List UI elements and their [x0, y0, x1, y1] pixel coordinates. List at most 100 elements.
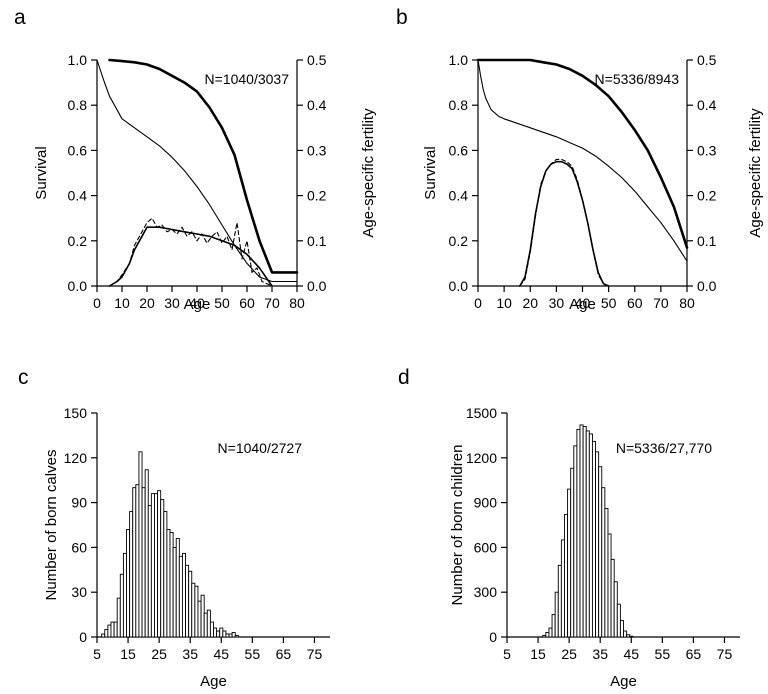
histogram-bar — [551, 614, 556, 638]
histogram-bar — [150, 493, 155, 638]
histogram-bar — [166, 529, 171, 638]
y-tick-label-right: 0.0 — [307, 278, 327, 294]
y-tick-label-right: 0.2 — [307, 188, 327, 204]
y-tick-label-left: 0.2 — [68, 233, 88, 249]
x-tick-label: 25 — [151, 646, 167, 662]
histogram-bar — [138, 451, 143, 638]
y-tick-label-left: 0.8 — [449, 97, 469, 113]
y-axis-label-right: Age-specific fertility — [360, 108, 377, 238]
x-axis-label: Age — [569, 296, 596, 313]
histogram-bar — [135, 484, 140, 638]
x-tick-label: 80 — [679, 295, 695, 311]
histogram-bar — [613, 581, 618, 638]
histogram-bar — [185, 564, 190, 638]
histogram-bar — [200, 594, 205, 638]
histogram-bar — [191, 582, 196, 638]
histogram-bar — [222, 630, 227, 638]
y-tick-label: 30 — [71, 584, 87, 600]
x-tick-label: 15 — [530, 646, 546, 662]
x-tick-label: 10 — [496, 295, 512, 311]
y-axis-label-right: Age-specific fertility — [747, 108, 764, 238]
x-axis-label: Age — [184, 296, 211, 313]
histogram-bar — [228, 633, 233, 638]
y-tick-label-right: 0.1 — [697, 233, 717, 249]
y-tick-label: 1500 — [466, 405, 497, 421]
histogram-bar — [216, 630, 221, 638]
histogram-bar — [157, 490, 162, 638]
x-tick-label: 0 — [93, 295, 101, 311]
y-tick-label: 900 — [474, 495, 498, 511]
histogram-bar — [548, 627, 553, 638]
histogram-bar — [126, 529, 131, 638]
x-tick-label: 70 — [653, 295, 669, 311]
fertility-line-dashed — [108, 217, 273, 287]
y-tick-label-right: 0.5 — [307, 52, 327, 68]
histogram-bar — [160, 499, 165, 638]
y-tick-label: 0 — [489, 629, 497, 645]
sample-size-annotation: N=1040/3037 — [205, 71, 290, 87]
sample-size-annotation: N=1040/2727 — [218, 440, 303, 456]
histogram-bar — [144, 469, 149, 638]
x-tick-label: 65 — [686, 646, 702, 662]
y-tick-label-right: 0.4 — [307, 97, 327, 113]
panel-label: a — [14, 6, 26, 29]
histogram-bar — [147, 505, 152, 638]
histogram-bar — [104, 629, 109, 638]
y-tick-label-left: 0.6 — [449, 142, 469, 158]
x-tick-label: 55 — [245, 646, 261, 662]
histogram-bar — [629, 635, 634, 638]
histogram-bar — [225, 633, 230, 638]
y-tick-label: 150 — [64, 405, 88, 421]
histogram-bar — [601, 487, 606, 638]
y-tick-label-left: 1.0 — [449, 52, 469, 68]
y-tick-label-right: 0.1 — [307, 233, 327, 249]
sample-size-annotation: N=5336/8943 — [595, 71, 680, 87]
histogram-bar — [560, 539, 565, 638]
y-tick-label: 300 — [474, 584, 498, 600]
histogram-bar — [203, 612, 208, 638]
histogram-bar — [188, 570, 193, 638]
y-tick-label: 1200 — [466, 450, 497, 466]
histogram-bar — [231, 632, 236, 638]
x-tick-label: 45 — [213, 646, 229, 662]
histogram-bar — [116, 597, 121, 638]
histogram-bar — [542, 635, 547, 638]
histogram-bar — [585, 430, 590, 638]
x-tick-label: 5 — [93, 646, 101, 662]
histogram-bar — [595, 451, 600, 638]
histogram-bar — [554, 591, 559, 638]
x-tick-label: 70 — [264, 295, 280, 311]
histogram-bar — [616, 603, 621, 638]
y-tick-label-left: 0.8 — [68, 97, 88, 113]
histogram-bar — [194, 585, 199, 638]
histogram-bar — [219, 627, 224, 638]
survival-line-thick — [476, 58, 689, 249]
histogram-bar — [132, 487, 137, 638]
x-tick-label: 50 — [214, 295, 230, 311]
x-tick-label: 65 — [276, 646, 292, 662]
x-tick-label: 0 — [474, 295, 482, 311]
histogram-bar — [619, 620, 624, 638]
y-axis-label-left: Survival — [422, 146, 439, 199]
histogram-bar — [557, 564, 562, 638]
y-tick-label-left: 0.6 — [68, 142, 88, 158]
panel-a: a0 10 20 30 40 50 60 70 800.00.20.40.60.81.00.00… — [14, 6, 377, 313]
histogram-bar — [623, 630, 628, 638]
x-tick-label: 60 — [627, 295, 643, 311]
panel-label: b — [396, 6, 408, 29]
x-tick-label: 50 — [601, 295, 617, 311]
panel-label: c — [18, 366, 29, 389]
histogram-bar — [570, 467, 575, 638]
histogram-bar — [573, 445, 578, 638]
x-axis-label: Age — [610, 673, 637, 690]
histogram-bar — [545, 632, 550, 638]
histogram-bar — [129, 511, 134, 638]
histogram-bar — [576, 428, 581, 638]
x-tick-label: 5 — [503, 646, 511, 662]
histogram-bar — [172, 546, 177, 638]
histogram-bar — [567, 488, 572, 638]
panel-label: d — [398, 366, 410, 389]
histogram-bar — [178, 555, 183, 638]
histogram-bar — [607, 533, 612, 638]
